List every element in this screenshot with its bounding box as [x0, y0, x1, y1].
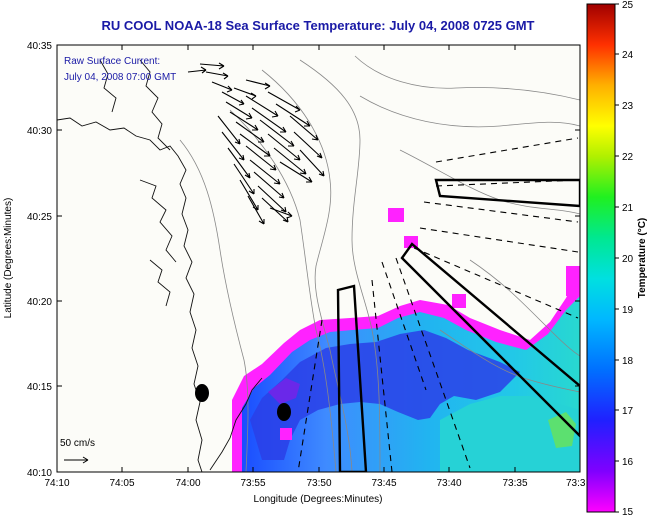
station-marker-2 — [277, 403, 291, 421]
annotation-line-1: Raw Surface Current: — [64, 56, 160, 67]
colorbar-tick-label: 16 — [622, 457, 634, 468]
x-tick-label: 73:40 — [436, 478, 461, 489]
sst-violet-patch — [268, 378, 300, 404]
y-tick-label: 40:30 — [27, 126, 52, 137]
x-tick-label: 73:3 — [566, 478, 586, 489]
y-axis-label: Latitude (Degrees:Minutes) — [3, 198, 14, 319]
x-tick-label: 73:50 — [306, 478, 331, 489]
colorbar-tick-label: 20 — [622, 254, 634, 265]
sst-magenta-speck-1 — [388, 208, 404, 222]
coastline — [57, 59, 263, 472]
colorbar-label: Temperature (°C) — [637, 218, 648, 299]
colorbar — [586, 3, 616, 513]
sst-magenta-speck-4 — [566, 266, 580, 296]
sst-green-patch — [548, 412, 576, 448]
annotation-line-2: July 04, 2008 07:00 GMT — [64, 72, 176, 83]
scale-label: 50 cm/s — [60, 438, 95, 449]
sst-deep-blue-core — [250, 330, 520, 460]
x-tick-label: 74:00 — [175, 478, 200, 489]
colorbar-tick-label: 22 — [622, 152, 634, 163]
colorbar-tick-label: 17 — [622, 406, 634, 417]
transect-lines — [297, 137, 579, 472]
current-vectors — [187, 62, 325, 225]
map-area — [57, 45, 580, 472]
bathymetry-contours — [179, 55, 580, 472]
y-tick-marks — [57, 129, 580, 387]
x-tick-label: 74:10 — [44, 478, 69, 489]
y-tick-label: 40:10 — [27, 468, 52, 479]
boundary-boxes — [336, 178, 580, 472]
colorbar-tick-label: 15 — [622, 507, 634, 518]
x-tick-label: 74:05 — [109, 478, 134, 489]
y-tick-label: 40:20 — [27, 297, 52, 308]
colorbar-ticks — [615, 3, 619, 513]
x-tick-label: 73:55 — [240, 478, 265, 489]
x-axis-label: Longitude (Degrees:Minutes) — [254, 494, 383, 505]
colorbar-tick-label: 23 — [622, 101, 634, 112]
y-tick-label: 40:15 — [27, 382, 52, 393]
y-tick-label: 40:25 — [27, 212, 52, 223]
sst-magenta-speck-3 — [452, 294, 466, 308]
colorbar-tick-label: 21 — [622, 203, 634, 214]
colorbar-tick-label: 18 — [622, 356, 634, 367]
sst-cyan-east — [440, 396, 580, 472]
sst-magenta-speck-5 — [280, 428, 292, 440]
colorbar-tick-label: 19 — [622, 305, 634, 316]
x-tick-label: 73:35 — [502, 478, 527, 489]
scale-arrow — [64, 456, 89, 464]
x-tick-marks — [56, 45, 516, 472]
y-tick-label: 40:35 — [27, 41, 52, 52]
colorbar-tick-label: 24 — [622, 50, 634, 61]
chart-title: RU COOL NOAA-18 Sea Surface Temperature:… — [101, 18, 534, 33]
colorbar-tick-label: 25 — [622, 0, 634, 11]
station-marker-1 — [195, 384, 209, 402]
x-tick-label: 73:45 — [371, 478, 396, 489]
